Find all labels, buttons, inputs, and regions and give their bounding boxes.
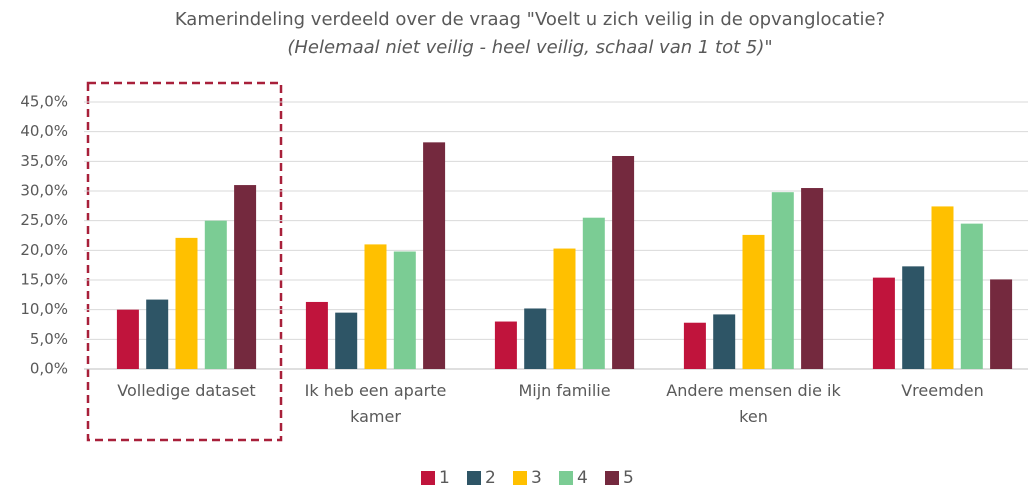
- legend-swatch: [559, 471, 573, 485]
- legend-swatch: [605, 471, 619, 485]
- bar: [494, 321, 517, 369]
- y-tick-label: 15,0%: [20, 271, 68, 289]
- bar: [175, 237, 198, 369]
- bar: [393, 251, 416, 369]
- x-tick-label: Volledige dataset: [117, 381, 256, 400]
- legend-label: 2: [485, 468, 496, 487]
- chart-title-block: Kamerindeling verdeeld over de vraag "Vo…: [150, 6, 910, 62]
- y-tick-label: 25,0%: [20, 211, 68, 229]
- bar: [553, 248, 576, 369]
- legend-swatch: [467, 471, 481, 485]
- bar: [364, 244, 387, 369]
- y-tick-label: 40,0%: [20, 122, 68, 140]
- bar: [234, 185, 257, 369]
- x-tick-label: Ik heb een aparte kamer: [304, 381, 447, 426]
- y-tick-label: 5,0%: [30, 330, 68, 348]
- bar: [204, 220, 227, 369]
- legend-swatch: [513, 471, 527, 485]
- y-tick-label: 20,0%: [20, 241, 68, 259]
- y-tick-label: 35,0%: [20, 152, 68, 170]
- x-tick-label: Andere mensen die ik ken: [666, 381, 841, 426]
- bar: [771, 192, 794, 369]
- bar: [524, 308, 547, 369]
- y-tick-label: 30,0%: [20, 182, 68, 200]
- bar: [612, 155, 635, 369]
- bar: [990, 279, 1013, 369]
- bar: [116, 309, 139, 369]
- chart-subtitle: (Helemaal niet veilig - heel veilig, sch…: [287, 37, 773, 58]
- x-tick-label: Vreemden: [901, 381, 984, 400]
- y-tick-label: 0,0%: [30, 360, 68, 378]
- chart-title: Kamerindeling verdeeld over de vraag "Vo…: [174, 9, 886, 30]
- bar: [713, 314, 736, 369]
- y-tick-label: 45,0%: [20, 93, 68, 111]
- bar: [960, 223, 983, 369]
- bar: [801, 188, 824, 369]
- highlight-box: [86, 81, 283, 442]
- legend-label: 5: [623, 468, 634, 487]
- bar: [872, 277, 895, 369]
- bar: [582, 217, 605, 369]
- bar: [683, 322, 706, 369]
- bar: [423, 142, 446, 369]
- y-tick-label: 10,0%: [20, 300, 68, 318]
- legend-label: 1: [439, 468, 450, 487]
- x-tick-label: Mijn familie: [518, 381, 611, 400]
- bar: [931, 206, 954, 369]
- legend-label: 3: [531, 468, 542, 487]
- bar: [146, 299, 169, 369]
- legend-label: 4: [577, 468, 588, 487]
- bar: [902, 266, 925, 369]
- legend-swatch: [421, 471, 435, 485]
- bar: [305, 301, 328, 369]
- bar: [742, 234, 765, 369]
- bar: [335, 312, 358, 369]
